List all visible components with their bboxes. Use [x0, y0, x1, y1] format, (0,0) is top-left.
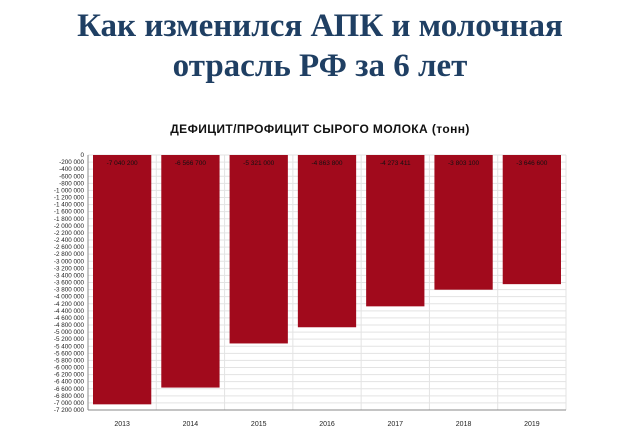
y-tick-label: -2 000 000	[54, 223, 85, 230]
bar-2015	[229, 155, 288, 344]
bar-value-label: -3 646 600	[516, 160, 547, 167]
y-tick-label: -1 400 000	[54, 202, 85, 209]
chart-title: ДЕФИЦИТ/ПРОФИЦИТ СЫРОГО МОЛОКА (тонн)	[170, 122, 470, 136]
bar-value-label: -4 273 411	[380, 160, 411, 167]
x-tick-label: 2016	[319, 421, 335, 428]
y-tick-label: -6 400 000	[54, 379, 85, 386]
y-tick-label: -6 200 000	[54, 372, 85, 379]
y-tick-label: -2 600 000	[54, 244, 85, 251]
y-tick-label: -3 400 000	[54, 272, 85, 279]
y-tick-label: -5 200 000	[54, 336, 85, 343]
y-tick-label: -5 600 000	[54, 350, 85, 357]
y-tick-label: -4 200 000	[54, 301, 85, 308]
x-tick-label: 2019	[524, 421, 540, 428]
slide-title: Как изменился АПК и молочная отрасль РФ …	[0, 6, 640, 86]
bar-value-label: -5 321 000	[243, 160, 274, 167]
bar-value-label: -6 566 700	[175, 160, 206, 167]
x-tick-label: 2015	[251, 421, 267, 428]
y-tick-label: -600 000	[59, 173, 84, 180]
x-tick-label: 2018	[456, 421, 472, 428]
y-tick-label: -3 600 000	[54, 280, 85, 287]
y-tick-label: -800 000	[59, 180, 84, 187]
y-tick-label: -7 200 000	[54, 407, 85, 414]
bar-2017	[366, 155, 425, 307]
y-tick-label: -3 200 000	[54, 265, 85, 272]
y-tick-label: -3 800 000	[54, 287, 85, 294]
y-tick-label: -7 000 000	[54, 400, 85, 407]
y-tick-label: -6 600 000	[54, 386, 85, 393]
y-tick-label: -2 200 000	[54, 230, 85, 237]
y-tick-label: -4 600 000	[54, 315, 85, 322]
bar-2016	[297, 155, 357, 328]
bar-2018	[434, 155, 493, 290]
bar-2019	[502, 155, 561, 285]
x-tick-label: 2013	[114, 421, 130, 428]
bar-value-label: -4 863 800	[311, 160, 342, 167]
y-tick-label: -1 000 000	[54, 187, 85, 194]
y-tick-label: -5 800 000	[54, 357, 85, 364]
bar-2014	[161, 155, 220, 388]
y-tick-label: -400 000	[59, 166, 84, 173]
bar-value-label: -3 803 100	[448, 160, 479, 167]
y-tick-label: -200 000	[59, 159, 84, 166]
y-tick-label: -4 400 000	[54, 308, 85, 315]
x-tick-label: 2014	[183, 421, 199, 428]
y-tick-label: -1 600 000	[54, 209, 85, 216]
bar-2013	[93, 155, 152, 405]
x-tick-label: 2017	[387, 421, 403, 428]
y-tick-label: -1 200 000	[54, 195, 85, 202]
slide-title-line-2: отрасль РФ за 6 лет	[172, 48, 468, 84]
slide-title-line-1: Как изменился АПК и молочная	[77, 8, 563, 44]
y-tick-label: -2 800 000	[54, 251, 85, 258]
y-tick-label: 0	[80, 152, 84, 159]
y-tick-label: -5 400 000	[54, 343, 85, 350]
y-tick-label: -5 000 000	[54, 329, 85, 336]
y-tick-label: -2 400 000	[54, 237, 85, 244]
y-tick-label: -4 000 000	[54, 294, 85, 301]
y-tick-label: -4 800 000	[54, 322, 85, 329]
y-tick-label: -3 000 000	[54, 258, 85, 265]
y-tick-label: -6 000 000	[54, 365, 85, 372]
y-tick-label: -6 800 000	[54, 393, 85, 400]
bar-value-label: -7 040 200	[107, 160, 138, 167]
y-tick-label: -1 800 000	[54, 216, 85, 223]
